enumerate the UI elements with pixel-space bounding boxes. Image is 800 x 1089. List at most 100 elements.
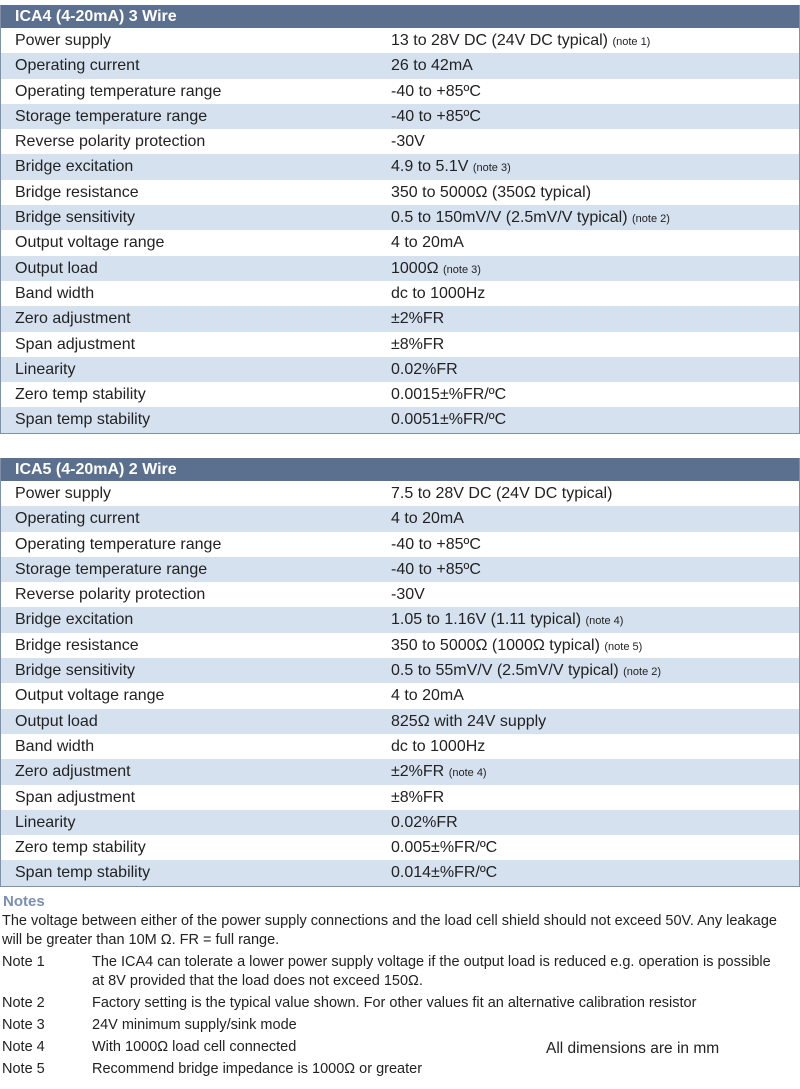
table-row: Span temp stability 0.0051±%FR/ºC — [1, 407, 799, 433]
table-row: Zero adjustment ±2%FR (note 4) — [1, 759, 799, 786]
row-value: 0.0015±%FR/ºC — [391, 386, 507, 404]
row-value-cell: 4 to 20mA — [391, 683, 464, 708]
row-value: ±8%FR — [391, 335, 445, 353]
row-label: Bridge sensitivity — [15, 209, 136, 227]
row-note: (note 2) — [632, 213, 670, 226]
row-value: 13 to 28V DC (24V DC typical) — [391, 32, 608, 49]
table-row: Operating temperature range -40 to +85ºC — [1, 532, 799, 557]
row-value-cell: 350 to 5000Ω (1000Ω typical) (note 5) — [391, 633, 642, 660]
table-row: Span adjustment ±8%FR — [1, 332, 799, 357]
row-value: ±8%FR — [391, 788, 445, 806]
row-label: Output load — [15, 712, 98, 730]
table-body: Power supply 7.5 to 28V DC (24V DC typica… — [1, 481, 799, 886]
table-row: Zero temp stability 0.005±%FR/ºC — [1, 835, 799, 860]
table-row: Output load 825Ω with 24V supply — [1, 708, 799, 734]
row-value-cell: 0.005±%FR/ºC — [391, 835, 497, 860]
row-value-cell: ±8%FR — [391, 785, 444, 810]
table-row: Bridge resistance 350 to 5000Ω (350Ω typi… — [1, 180, 799, 205]
row-value: 0.0051±%FR/ºC — [391, 411, 507, 429]
row-label: Zero temp stability — [15, 839, 146, 857]
table-row: Zero adjustment ±2%FR — [1, 306, 799, 332]
row-value: 4 to 20mA — [391, 234, 464, 252]
row-label: Storage temperature range — [15, 107, 208, 125]
row-value: -40 to +85ºC — [391, 107, 481, 125]
row-value-cell: 1.05 to 1.16V (1.11 typical) (note 4) — [391, 607, 623, 634]
row-value: 1.05 to 1.16V (1.11 typical) — [391, 611, 582, 629]
note-label: Note 2 — [2, 995, 45, 1011]
row-value: 350 to 5000Ω (1000Ω typical) — [391, 636, 600, 654]
row-value-cell: -40 to +85ºC — [391, 557, 481, 582]
row-value-cell: 4 to 20mA — [391, 230, 464, 255]
row-label: Power supply — [15, 485, 112, 502]
note-label: Note 1 — [2, 954, 45, 970]
row-value-cell: dc to 1000Hz — [391, 734, 485, 759]
row-label: Span temp stability — [15, 411, 151, 429]
row-note: (note 4) — [448, 767, 487, 780]
row-note: (note 3) — [472, 162, 511, 175]
row-value-cell: -40 to +85ºC — [391, 532, 481, 557]
table-row: Output voltage range 4 to 20mA — [1, 683, 799, 708]
row-value-cell: ±2%FR (note 4) — [391, 759, 487, 786]
row-label: Zero adjustment — [15, 310, 131, 328]
row-note: (note 3) — [443, 263, 481, 276]
row-value-cell: ±8%FR — [391, 332, 444, 357]
row-value-cell: 0.5 to 55mV/V (2.5mV/V typical) (note 2) — [391, 658, 661, 685]
row-label: Operating current — [15, 57, 140, 75]
row-note: (note 5) — [604, 640, 643, 653]
row-value: 4 to 20mA — [391, 687, 464, 705]
row-value: 0.5 to 55mV/V (2.5mV/V typical) — [391, 662, 619, 680]
row-value: 825Ω with 24V supply — [391, 712, 547, 730]
table-row: Operating current 4 to 20mA — [1, 506, 799, 532]
row-value: 0.014±%FR/ºC — [391, 864, 498, 882]
row-label: Zero temp stability — [15, 386, 146, 404]
row-value: 26 to 42mA — [391, 57, 473, 75]
row-value-cell: 825Ω with 24V supply — [391, 709, 546, 734]
row-value: dc to 1000Hz — [391, 737, 486, 755]
row-value: dc to 1000Hz — [391, 284, 486, 302]
row-value-cell: 13 to 28V DC (24V DC typical) (note 1) — [391, 28, 650, 55]
table-row: Zero temp stability 0.0015±%FR/ºC — [1, 382, 799, 407]
row-value-cell: 1000Ω (note 3) — [391, 256, 481, 283]
table-row: Bridge excitation 1.05 to 1.16V (1.11 typ… — [1, 607, 799, 634]
row-label: Reverse polarity protection — [15, 586, 206, 604]
row-label: Band width — [15, 737, 95, 755]
row-value: -30V — [391, 133, 425, 151]
row-label: Bridge excitation — [15, 158, 134, 176]
table-row: Reverse polarity protection -30V — [1, 129, 799, 154]
row-value-cell: ±2%FR — [391, 306, 444, 331]
row-label: Storage temperature range — [15, 560, 208, 578]
table-row: Span temp stability 0.014±%FR/ºC — [1, 860, 799, 886]
table-row: Bridge sensitivity 0.5 to 150mV/V (2.5mV/… — [1, 205, 799, 231]
table-row: Span adjustment ±8%FR — [1, 785, 799, 810]
row-label: Span adjustment — [15, 335, 136, 353]
note-item: Note 5 Recommend bridge impedance is 1000… — [0, 1060, 800, 1079]
row-value-cell: 4.9 to 5.1V (note 3) — [391, 154, 511, 181]
row-value: -40 to +85ºC — [391, 82, 481, 100]
note-item: Note 2 Factory setting is the typical val… — [0, 994, 800, 1013]
note-text: Factory setting is the typical value sho… — [92, 995, 697, 1011]
row-value-cell: 7.5 to 28V DC (24V DC typical) — [391, 481, 612, 506]
row-label: Bridge sensitivity — [15, 662, 136, 680]
row-value: 4 to 20mA — [391, 510, 464, 528]
table-row: Linearity 0.02%FR — [1, 356, 799, 383]
row-note: (note 4) — [585, 615, 624, 628]
note-item: Note 3 24V minimum supply/sink mode — [0, 1016, 800, 1035]
table-row: Reverse polarity protection -30V — [1, 582, 799, 607]
row-label: Output voltage range — [15, 687, 165, 705]
spec-table: ICA5 (4-20mA) 2 Wire Power supply 7.5 to 2… — [0, 458, 800, 887]
row-value: 7.5 to 28V DC (24V DC typical) — [391, 485, 613, 502]
note-item: Note 1 The ICA4 can tolerate a lower powe… — [0, 953, 800, 991]
row-value-cell: -40 to +85ºC — [391, 104, 481, 129]
table-row: Storage temperature range -40 to +85ºC — [1, 103, 799, 130]
row-note: (note 2) — [623, 666, 662, 679]
note-label: Note 4 — [2, 1039, 45, 1055]
row-value: 0.5 to 150mV/V (2.5mV/V typical) — [391, 209, 628, 227]
row-value-cell: 0.02%FR — [391, 357, 458, 382]
spec-table: ICA4 (4-20mA) 3 Wire Power supply 13 to 28… — [0, 5, 800, 434]
row-note: (note 1) — [612, 36, 651, 48]
row-value: ±2%FR — [391, 763, 445, 781]
row-value-cell: 0.0015±%FR/ºC — [391, 382, 506, 407]
row-value: 4.9 to 5.1V — [391, 158, 469, 176]
table-row: Band width dc to 1000Hz — [1, 734, 799, 759]
row-value-cell: 4 to 20mA — [391, 506, 464, 531]
